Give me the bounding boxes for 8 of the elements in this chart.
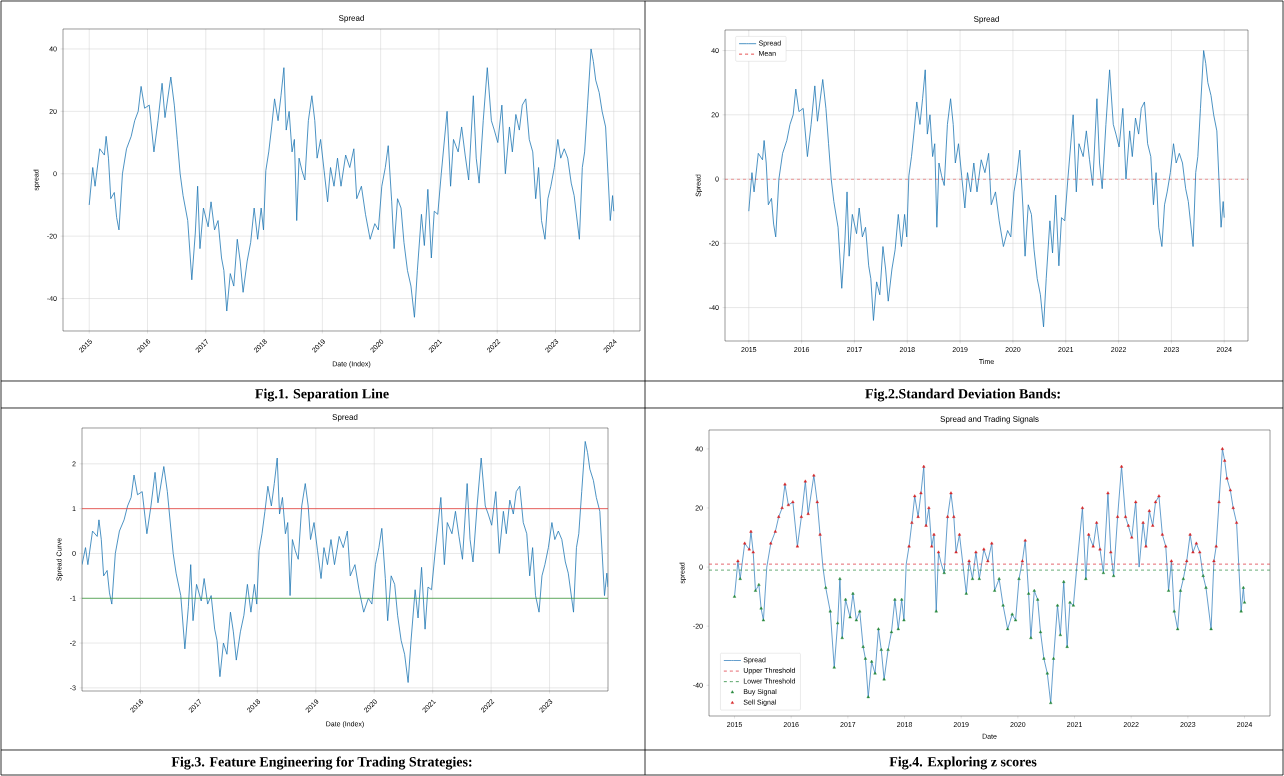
chart-title: Spread [973, 15, 999, 24]
chart-title: Spread and Trading Signals [940, 416, 1039, 424]
caption: Fig.4. Exploring z scores [889, 756, 1037, 770]
chart-title: Spread [332, 414, 358, 422]
chart-title: Spread [338, 14, 364, 23]
caption: Fig.3. Feature Engineering for Trading Strategies: [171, 756, 472, 770]
caption: Fig.1. Separation Line [255, 388, 389, 402]
caption: Fig.2.Standard Deviation Bands: [865, 388, 1060, 402]
